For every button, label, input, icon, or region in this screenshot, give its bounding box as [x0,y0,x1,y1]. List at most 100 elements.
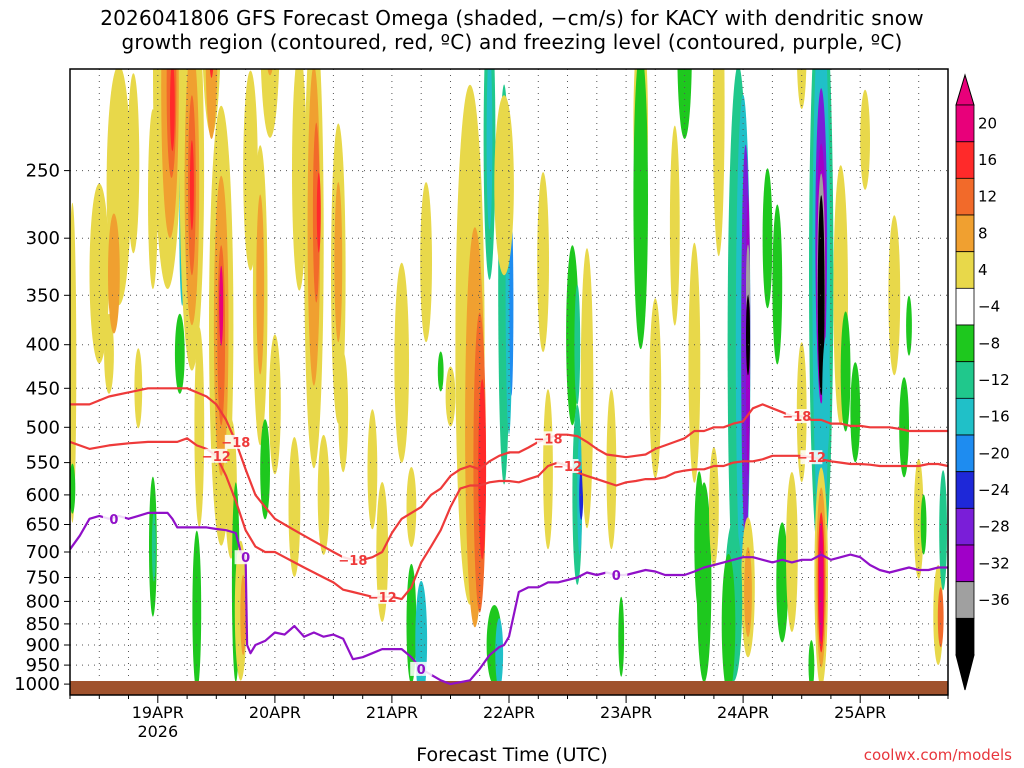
colorbar-label: −8 [978,334,1000,352]
colorbar-swatch [955,471,975,509]
colorbar-swatch [955,361,975,399]
omega-cell [920,494,927,555]
pressure-tick-label: 600 [26,485,60,506]
colorbar-label: −24 [978,481,1010,499]
omega-cell [127,73,140,254]
omega-cell [579,469,584,520]
omega-cell [537,172,549,353]
dgz-minus18-contour-label-bg [537,431,559,446]
colorbar-swatch [955,434,975,473]
omega-cell [677,69,692,139]
omega-cell [574,284,581,405]
pressure-tick-label: 950 [26,655,60,676]
colorbar-label: 8 [978,224,988,242]
dgz-minus12-contour-label-bg [556,459,579,473]
omega-cell [618,596,625,677]
omega-cell [478,379,487,560]
omega-cell [437,351,444,392]
omega-cell [116,0,131,32]
pressure-tick-label: 300 [26,228,60,249]
omega-cell [343,0,353,68]
omega-cell [270,0,275,22]
omega-cell [174,313,185,394]
omega-cell [808,640,815,691]
colorbar-swatch [955,214,975,253]
omega-cell [192,530,202,691]
freezing-level-contour-label: 0 [241,551,250,566]
omega-cell [840,311,851,432]
pressure-tick-label: 700 [26,542,60,563]
pressure-axis: 2503003504004505005506006507007508008509… [14,161,70,695]
omega-cell [205,69,218,139]
colorbar-swatch [955,251,975,289]
freezing-level-contour-label-bg [410,661,433,676]
freezing-level-contour-label: 0 [612,569,621,584]
dgz-minus18-contour-label-bg [785,409,808,424]
colorbar-swatch [955,324,975,363]
omega-cell [937,587,944,648]
omega-cell [797,69,807,109]
dgz-minus18-contour-label: −18 [338,554,367,569]
omega-cell [939,470,947,591]
omega-cell [669,125,680,326]
omega-cell [494,95,514,276]
colorbar-swatch [955,581,975,619]
colorbar-bottom-arrow [955,654,975,691]
dgz-minus18-contour-label: −18 [782,410,811,425]
chart-title: 2026041806 GFS Forecast Omega (shaded, −… [0,6,1024,54]
omega-cell [317,434,330,555]
omega-cell [521,0,536,52]
omega-cell [721,553,736,694]
freezing-level-contour-label-bg [605,568,628,582]
colorbar-label: −16 [978,408,1010,426]
omega-cell [495,618,504,689]
ground-terrain [70,681,948,695]
omega-cell [860,89,870,190]
colorbar-label: −32 [978,554,1010,572]
omega-cell [189,140,194,231]
omega-cell [367,409,378,530]
chart-title-line-1: 2026041806 GFS Forecast Omega (shaded, −… [100,6,924,30]
colorbar-top-arrow [955,73,975,106]
dgz-minus18-contour-label: −18 [534,432,563,447]
pressure-tick-label: 900 [26,635,60,656]
omega-cell [256,194,265,375]
dgz-minus18-contour-label-bg [224,434,247,449]
colorbar-label: −36 [978,591,1010,609]
omega-cell [786,472,798,632]
omega-cell [906,295,912,356]
omega-cell [151,511,156,582]
omega-cell [606,389,617,550]
omega-cell [170,69,175,152]
colorbar-swatch [955,141,975,179]
dgz-minus18-contour [70,387,948,561]
omega-cell [888,215,901,376]
omega-cell [292,69,307,291]
omega-cell [269,334,281,475]
colorbar-label: 20 [978,114,997,132]
time-tick-label: 24APR [717,703,769,722]
omega-cell [776,522,789,643]
omega-cell [688,242,701,483]
dgz-minus18-contour-label: −18 [221,436,250,451]
omega-cell [913,458,924,579]
omega-cell [850,362,861,463]
omega-cell [316,172,321,253]
omega-cell [267,69,273,76]
time-tick-label: 25APR [834,703,886,722]
dgz-minus12-contour-label-bg [205,448,228,463]
omega-cell [219,265,224,346]
omega-cell [394,262,410,463]
time-tick-label: 23APR [600,703,652,722]
omega-cell [649,298,662,479]
colorbar-swatch [955,397,975,436]
pressure-tick-label: 850 [26,614,60,635]
omega-cell [312,122,320,303]
pressure-tick-label: 800 [26,591,60,612]
time-tick-label: 19APR [132,703,184,722]
colorbar-swatch [955,507,975,546]
omega-cell [108,213,120,334]
omega-cell [288,437,301,577]
